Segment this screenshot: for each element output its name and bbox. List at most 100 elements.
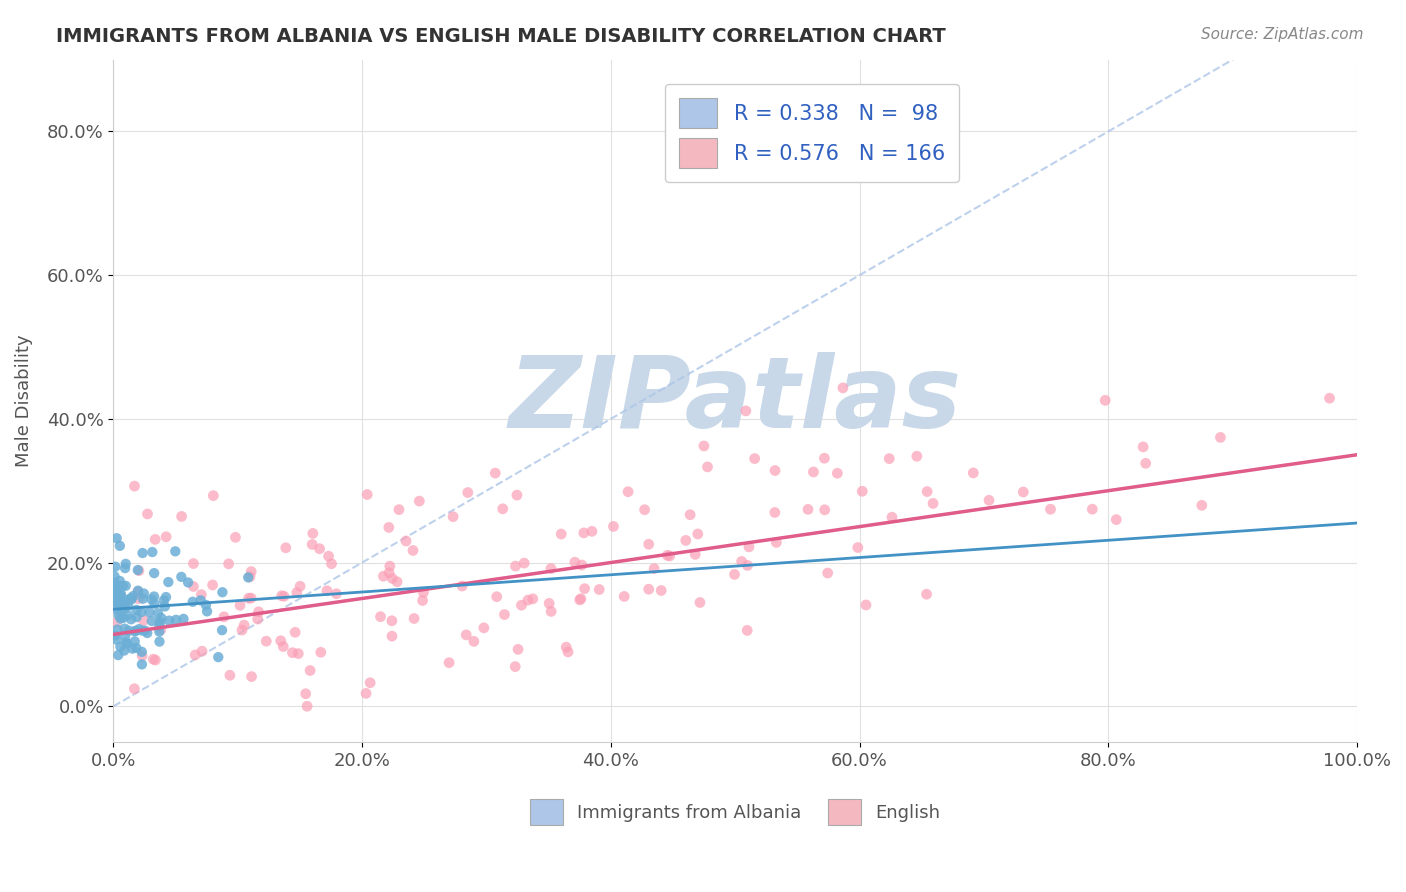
Point xyxy=(813,451,835,466)
Point xyxy=(763,506,786,520)
Point xyxy=(302,526,325,541)
Point xyxy=(412,585,434,599)
Point xyxy=(505,559,527,574)
Point xyxy=(114,579,136,593)
Point xyxy=(117,599,139,613)
Point xyxy=(110,587,132,601)
Point xyxy=(120,612,142,626)
Point xyxy=(378,566,401,580)
Point xyxy=(321,557,343,571)
Point xyxy=(183,580,205,594)
Point xyxy=(155,530,177,544)
Point xyxy=(288,579,311,593)
Point xyxy=(270,589,292,603)
Point xyxy=(114,622,136,636)
Point xyxy=(581,524,603,539)
Point xyxy=(107,594,129,608)
Point xyxy=(105,623,128,637)
Point xyxy=(617,484,640,499)
Point xyxy=(114,599,136,614)
Point xyxy=(373,569,395,583)
Point xyxy=(112,643,135,657)
Point xyxy=(506,642,529,657)
Point xyxy=(359,675,381,690)
Point xyxy=(1319,391,1341,405)
Point xyxy=(1012,485,1035,500)
Point xyxy=(744,451,766,466)
Point xyxy=(572,525,595,540)
Point xyxy=(309,645,332,659)
Point xyxy=(723,567,745,582)
Point xyxy=(977,493,1000,508)
Point xyxy=(877,451,900,466)
Point xyxy=(381,572,404,586)
Point xyxy=(492,501,515,516)
Point xyxy=(201,578,224,592)
Point xyxy=(115,637,138,651)
Point xyxy=(107,608,129,623)
Point xyxy=(202,489,225,503)
Point xyxy=(846,541,869,555)
Point xyxy=(105,615,128,630)
Point xyxy=(1191,499,1213,513)
Text: IMMIGRANTS FROM ALBANIA VS ENGLISH MALE DISABILITY CORRELATION CHART: IMMIGRANTS FROM ALBANIA VS ENGLISH MALE … xyxy=(56,27,946,45)
Point xyxy=(132,591,155,606)
Point xyxy=(131,546,153,560)
Point xyxy=(763,463,786,477)
Point xyxy=(131,624,153,638)
Point xyxy=(273,589,295,603)
Point xyxy=(108,539,131,553)
Point xyxy=(105,531,128,545)
Point xyxy=(385,574,408,589)
Point xyxy=(246,612,269,626)
Point xyxy=(588,582,610,597)
Point xyxy=(240,565,263,579)
Point xyxy=(128,564,150,578)
Point xyxy=(855,598,877,612)
Point xyxy=(132,614,155,628)
Point xyxy=(797,502,820,516)
Text: ZIPatlas: ZIPatlas xyxy=(509,352,962,450)
Point xyxy=(299,664,322,678)
Point xyxy=(915,484,938,499)
Point xyxy=(318,549,340,564)
Point xyxy=(136,626,159,640)
Point xyxy=(111,579,134,593)
Point xyxy=(112,595,135,609)
Point xyxy=(765,535,787,549)
Point xyxy=(679,508,702,522)
Point xyxy=(915,587,938,601)
Point xyxy=(408,494,430,508)
Point xyxy=(103,575,125,590)
Point xyxy=(105,632,128,647)
Point xyxy=(112,601,135,615)
Point xyxy=(134,624,156,638)
Point xyxy=(456,628,478,642)
Point xyxy=(131,657,153,672)
Point xyxy=(148,634,170,648)
Point xyxy=(294,687,316,701)
Point xyxy=(254,634,277,648)
Point xyxy=(153,599,176,614)
Point xyxy=(127,583,149,598)
Point xyxy=(689,595,711,609)
Point xyxy=(738,540,761,554)
Point xyxy=(457,485,479,500)
Point xyxy=(141,592,163,607)
Point xyxy=(354,686,377,700)
Point xyxy=(124,624,146,639)
Point xyxy=(657,549,679,563)
Point xyxy=(143,566,166,581)
Point xyxy=(734,404,756,418)
Point xyxy=(211,585,233,599)
Point xyxy=(522,591,544,606)
Point xyxy=(141,614,163,628)
Point xyxy=(381,629,404,643)
Point xyxy=(513,556,536,570)
Point xyxy=(183,557,205,571)
Point xyxy=(686,527,709,541)
Point xyxy=(637,537,659,551)
Point xyxy=(104,595,127,609)
Point xyxy=(149,615,172,630)
Point xyxy=(281,646,304,660)
